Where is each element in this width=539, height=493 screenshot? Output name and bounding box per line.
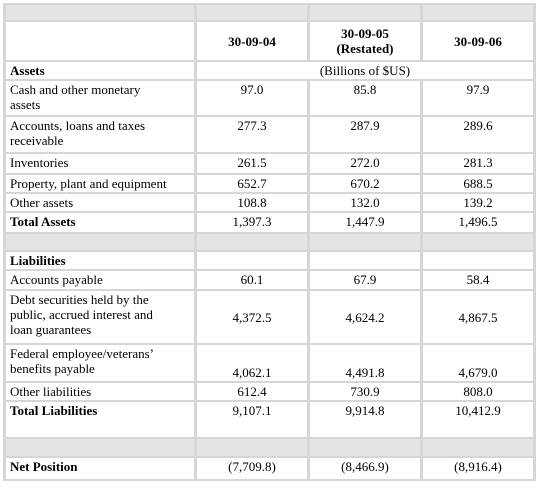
table-row: Total Liabilities 9,107.1 9,914.8 10,412.9 bbox=[6, 402, 533, 437]
value-cell: 58.4 bbox=[423, 271, 533, 289]
value-cell: (7,709.8) bbox=[197, 458, 307, 479]
value-cell: 67.9 bbox=[310, 271, 420, 289]
value-cell: 1,496.5 bbox=[423, 213, 533, 232]
row-label: Other assets bbox=[6, 194, 194, 211]
table-row: Cash and other monetary assets 97.0 85.8 97… bbox=[6, 81, 533, 115]
row-label: Federal employee/veterans’ benefits paya… bbox=[6, 345, 194, 381]
empty-cell bbox=[197, 252, 307, 269]
value-cell: 281.3 bbox=[423, 154, 533, 173]
value-cell: 60.1 bbox=[197, 271, 307, 289]
table-body: 30-09-04 30-09-05 (Restated) 30-09-06 Assets… bbox=[6, 5, 533, 479]
value-cell: 9,914.8 bbox=[310, 402, 420, 437]
corner-cell bbox=[6, 22, 194, 60]
value-cell: 132.0 bbox=[310, 194, 420, 211]
table-row: Property, plant and equipment 652.7 670.2 6… bbox=[6, 175, 533, 192]
table-row: Total Assets 1,397.3 1,447.9 1,496.5 bbox=[6, 213, 533, 232]
value-cell: 808.0 bbox=[423, 383, 533, 400]
table-row bbox=[6, 5, 533, 20]
row-label: Inventories bbox=[6, 154, 194, 173]
value-cell: 85.8 bbox=[310, 81, 420, 115]
empty-cell bbox=[423, 252, 533, 269]
value-cell: 4,867.5 bbox=[423, 291, 533, 343]
value-cell: 9,107.1 bbox=[197, 402, 307, 437]
value-cell: 97.0 bbox=[197, 81, 307, 115]
spacer-cell bbox=[6, 234, 194, 250]
value-cell: 1,447.9 bbox=[310, 213, 420, 232]
row-label: Accounts payable bbox=[6, 271, 194, 289]
value-cell: 287.9 bbox=[310, 117, 420, 152]
row-label: Cash and other monetary assets bbox=[6, 81, 194, 115]
row-label: Property, plant and equipment bbox=[6, 175, 194, 192]
total-label: Net Position bbox=[6, 458, 194, 479]
table-row bbox=[6, 234, 533, 250]
table-row: Federal employee/veterans’ benefits paya… bbox=[6, 345, 533, 381]
spacer-cell bbox=[6, 5, 194, 20]
spacer-cell bbox=[197, 5, 307, 20]
value-cell: 652.7 bbox=[197, 175, 307, 192]
value-cell: 139.2 bbox=[423, 194, 533, 211]
value-cell: 272.0 bbox=[310, 154, 420, 173]
table-row: Net Position (7,709.8) (8,466.9) (8,916.4) bbox=[6, 458, 533, 479]
empty-cell bbox=[310, 252, 420, 269]
table-row: Other assets 108.8 132.0 139.2 bbox=[6, 194, 533, 211]
spacer-cell bbox=[310, 234, 420, 250]
table-row: Accounts, loans and taxes receivable 277.… bbox=[6, 117, 533, 152]
value-cell: 289.6 bbox=[423, 117, 533, 152]
spacer-cell bbox=[423, 5, 533, 20]
table-row: Inventories 261.5 272.0 281.3 bbox=[6, 154, 533, 173]
value-cell: (8,916.4) bbox=[423, 458, 533, 479]
value-cell: 670.2 bbox=[310, 175, 420, 192]
value-cell: 4,491.8 bbox=[310, 345, 420, 381]
unit-label: (Billions of $US) bbox=[197, 62, 533, 79]
value-cell: (8,466.9) bbox=[310, 458, 420, 479]
value-cell: 612.4 bbox=[197, 383, 307, 400]
row-label: Accounts, loans and taxes receivable bbox=[6, 117, 194, 152]
column-header: 30-09-05 (Restated) bbox=[310, 22, 420, 60]
spacer-cell bbox=[6, 439, 194, 456]
table-row: 30-09-04 30-09-05 (Restated) 30-09-06 bbox=[6, 22, 533, 60]
value-cell: 4,679.0 bbox=[423, 345, 533, 381]
row-label: Debt securities held by the public, accr… bbox=[6, 291, 194, 343]
column-date: 30-09-06 bbox=[454, 33, 502, 49]
value-cell: 730.9 bbox=[310, 383, 420, 400]
value-cell: 261.5 bbox=[197, 154, 307, 173]
spacer-cell bbox=[197, 234, 307, 250]
table-row: Debt securities held by the public, accr… bbox=[6, 291, 533, 343]
column-date: 30-09-04 bbox=[228, 33, 276, 49]
total-label: Total Assets bbox=[6, 213, 194, 232]
balance-table: 30-09-04 30-09-05 (Restated) 30-09-06 Assets… bbox=[3, 3, 536, 481]
value-cell: 10,412.9 bbox=[423, 402, 533, 437]
value-cell: 277.3 bbox=[197, 117, 307, 152]
value-cell: 688.5 bbox=[423, 175, 533, 192]
spacer-cell bbox=[423, 234, 533, 250]
spacer-cell bbox=[423, 439, 533, 456]
value-cell: 4,624.2 bbox=[310, 291, 420, 343]
value-cell: 4,062.1 bbox=[197, 345, 307, 381]
value-cell: 4,372.5 bbox=[197, 291, 307, 343]
table-row: Assets (Billions of $US) bbox=[6, 62, 533, 79]
table-row: Accounts payable 60.1 67.9 58.4 bbox=[6, 271, 533, 289]
table-row: Other liabilities 612.4 730.9 808.0 bbox=[6, 383, 533, 400]
column-note: (Restated) bbox=[336, 41, 394, 56]
column-date: 30-09-05 bbox=[341, 26, 389, 41]
value-cell: 97.9 bbox=[423, 81, 533, 115]
value-cell: 1,397.3 bbox=[197, 213, 307, 232]
column-header: 30-09-04 bbox=[197, 22, 307, 60]
spacer-cell bbox=[197, 439, 307, 456]
spacer-cell bbox=[310, 5, 420, 20]
table-row: Liabilities bbox=[6, 252, 533, 269]
value-cell: 108.8 bbox=[197, 194, 307, 211]
section-heading: Liabilities bbox=[6, 252, 194, 269]
column-header: 30-09-06 bbox=[423, 22, 533, 60]
table-row bbox=[6, 439, 533, 456]
total-label: Total Liabilities bbox=[6, 402, 194, 437]
row-label: Other liabilities bbox=[6, 383, 194, 400]
spacer-cell bbox=[310, 439, 420, 456]
section-heading: Assets bbox=[6, 62, 194, 79]
